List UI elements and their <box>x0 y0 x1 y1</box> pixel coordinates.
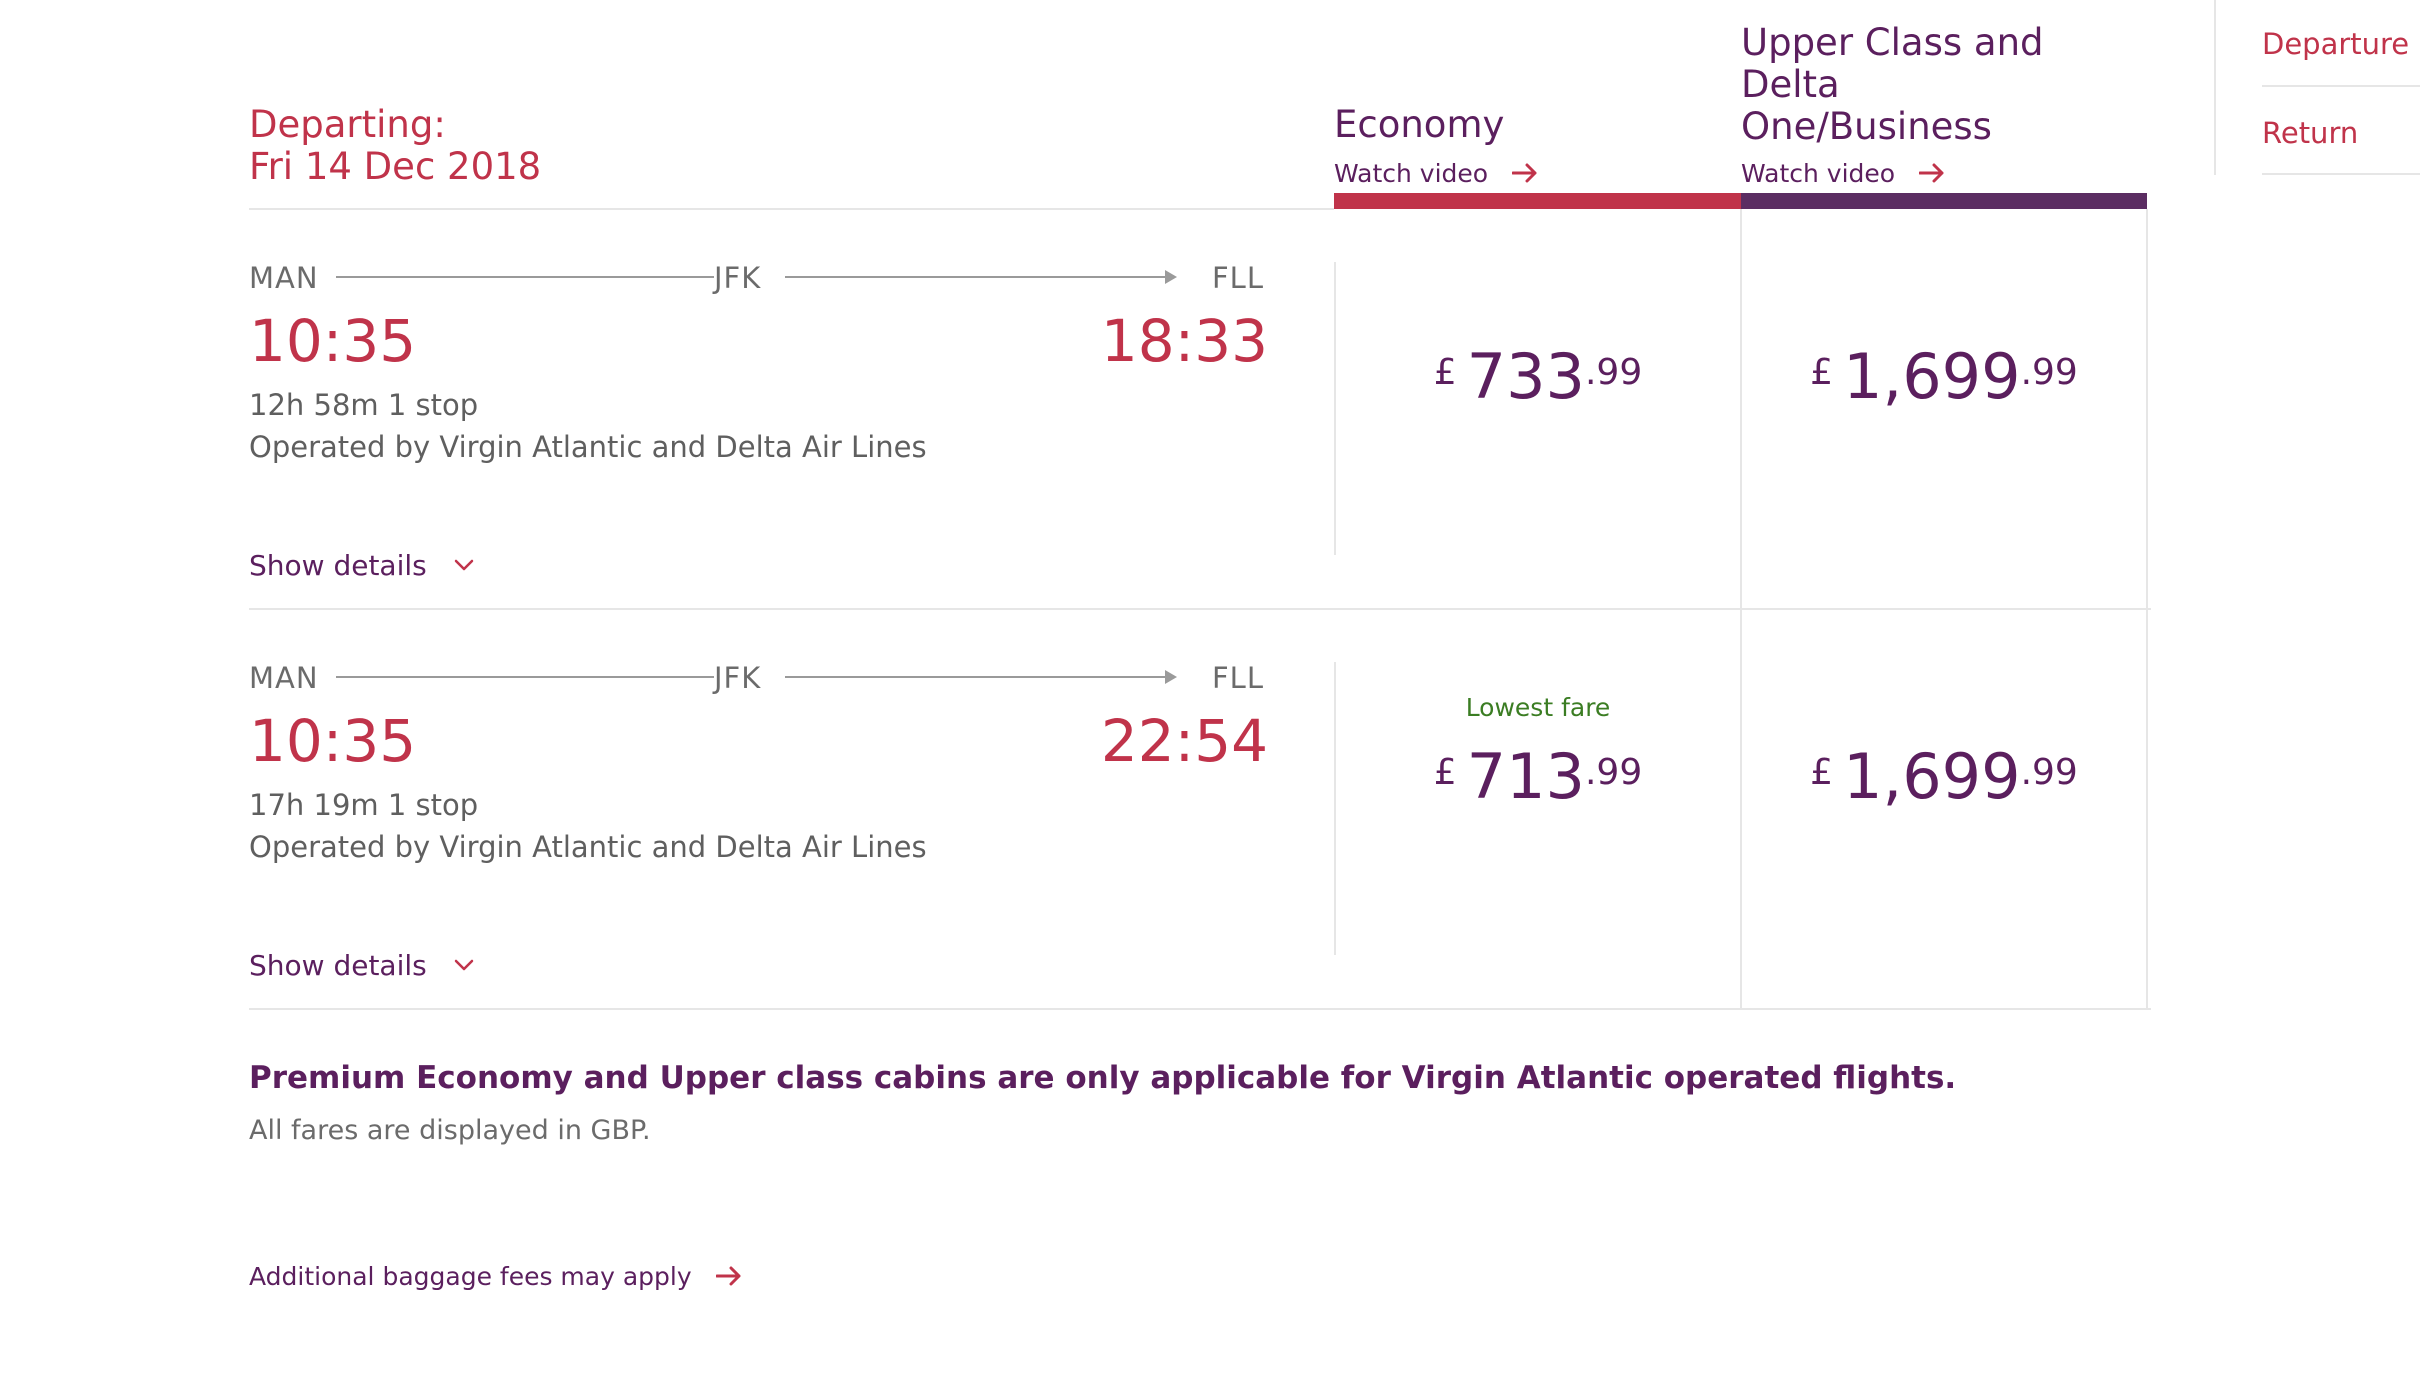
fare-currency: £ <box>1433 352 1457 393</box>
arrow-right-icon <box>1512 163 1537 183</box>
route-line <box>336 676 714 678</box>
fare-decimals: .99 <box>1584 352 1643 393</box>
fare-currency: £ <box>1810 352 1834 393</box>
table-right-border <box>2146 209 2148 1008</box>
show-details-label: Show details <box>249 949 427 982</box>
row-divider <box>249 608 2151 610</box>
origin-airport: MAN <box>249 261 319 295</box>
sidenav-divider <box>2214 0 2216 175</box>
fare-currency: £ <box>1433 752 1457 793</box>
arrow-right-icon <box>1919 163 1944 183</box>
fare-amount: 733 <box>1466 340 1585 413</box>
chevron-down-icon <box>454 959 473 971</box>
upper-watch-video-label: Watch video <box>1741 159 1896 188</box>
flight-duration: 12h 58m 1 stop <box>249 388 479 422</box>
economy-cabin-bar <box>1334 193 1741 209</box>
cabin-availability-note: Premium Economy and Upper class cabins a… <box>249 1060 1957 1096</box>
baggage-fees-link[interactable]: Additional baggage fees may apply <box>249 1262 742 1292</box>
economy-watch-video-label: Watch video <box>1334 159 1489 188</box>
fare-amount: 713 <box>1466 740 1585 813</box>
upper-cabin-title-line-3: One/Business <box>1741 105 1992 148</box>
economy-fare-button[interactable]: £713.99 <box>1336 740 1740 813</box>
show-details-label: Show details <box>249 549 427 582</box>
fare-decimals: .99 <box>2020 752 2078 793</box>
table-bottom-border <box>249 1008 2151 1010</box>
departing-label: Departing: <box>249 103 446 146</box>
flight-duration: 17h 19m 1 stop <box>249 788 479 822</box>
currency-note: All fares are displayed in GBP. <box>249 1115 651 1146</box>
route-arrowhead-icon <box>1165 270 1177 284</box>
sidenav-separator <box>2262 85 2420 87</box>
economy-cabin-title: Economy <box>1334 103 1505 146</box>
economy-column-divider <box>1334 262 1336 555</box>
upper-cabin-title: Upper Class and Delta One/Business <box>1741 22 2044 148</box>
departure-time: 10:35 <box>249 707 417 775</box>
lowest-fare-badge: Lowest fare <box>1465 693 1611 722</box>
via-airport: JFK <box>714 661 762 695</box>
upper-cabin-title-line-2: Delta <box>1741 63 1840 106</box>
operated-by: Operated by Virgin Atlantic and Delta Ai… <box>249 830 927 864</box>
departing-date: Fri 14 Dec 2018 <box>249 145 542 188</box>
upper-cabin-bar <box>1741 193 2147 209</box>
via-airport: JFK <box>714 261 762 295</box>
arrow-right-icon <box>715 1266 741 1286</box>
arrival-time: 18:33 <box>1100 307 1268 375</box>
upper-fare-button[interactable]: £1,699.99 <box>1742 740 2146 813</box>
route-line <box>336 276 714 278</box>
sidenav-item-departure[interactable]: Departure <box>2262 27 2410 61</box>
economy-watch-video-link[interactable]: Watch video <box>1334 159 1538 189</box>
route-line <box>785 676 1169 678</box>
show-details-button[interactable]: Show details <box>249 549 474 583</box>
show-details-button[interactable]: Show details <box>249 949 474 983</box>
arrival-time: 22:54 <box>1100 707 1268 775</box>
upper-cabin-title-line-1: Upper Class and <box>1741 21 2044 64</box>
destination-airport: FLL <box>1212 661 1264 695</box>
fare-decimals: .99 <box>2020 352 2078 393</box>
upper-fare-button[interactable]: £1,699.99 <box>1742 340 2146 413</box>
route-line <box>785 276 1169 278</box>
route-arrowhead-icon <box>1165 670 1177 684</box>
departing-heading: Departing: Fri 14 Dec 2018 <box>249 104 541 188</box>
fare-currency: £ <box>1810 752 1834 793</box>
fare-amount: 1,699 <box>1843 340 2021 413</box>
operated-by: Operated by Virgin Atlantic and Delta Ai… <box>249 430 927 464</box>
fare-decimals: .99 <box>1584 752 1643 793</box>
origin-airport: MAN <box>249 661 319 695</box>
chevron-down-icon <box>454 559 473 571</box>
column-divider <box>1740 209 1742 1008</box>
sidenav-item-return[interactable]: Return <box>2262 116 2359 150</box>
economy-column-divider <box>1334 662 1336 955</box>
departure-time: 10:35 <box>249 307 417 375</box>
destination-airport: FLL <box>1212 261 1264 295</box>
baggage-fees-label: Additional baggage fees may apply <box>249 1262 692 1291</box>
upper-watch-video-link[interactable]: Watch video <box>1741 159 1945 189</box>
header-divider <box>249 208 1334 210</box>
fare-amount: 1,699 <box>1843 740 2021 813</box>
sidenav-separator <box>2262 173 2420 175</box>
economy-fare-button[interactable]: £733.99 <box>1336 340 1740 413</box>
